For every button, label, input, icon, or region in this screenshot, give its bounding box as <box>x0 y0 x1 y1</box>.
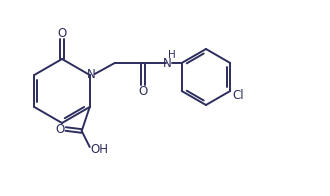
Text: Cl: Cl <box>232 89 244 102</box>
Text: N: N <box>163 56 172 70</box>
Text: H: H <box>168 50 176 60</box>
Text: OH: OH <box>91 142 109 155</box>
Text: N: N <box>87 67 96 81</box>
Text: O: O <box>57 26 67 40</box>
Text: O: O <box>138 84 147 97</box>
Text: O: O <box>55 122 64 135</box>
